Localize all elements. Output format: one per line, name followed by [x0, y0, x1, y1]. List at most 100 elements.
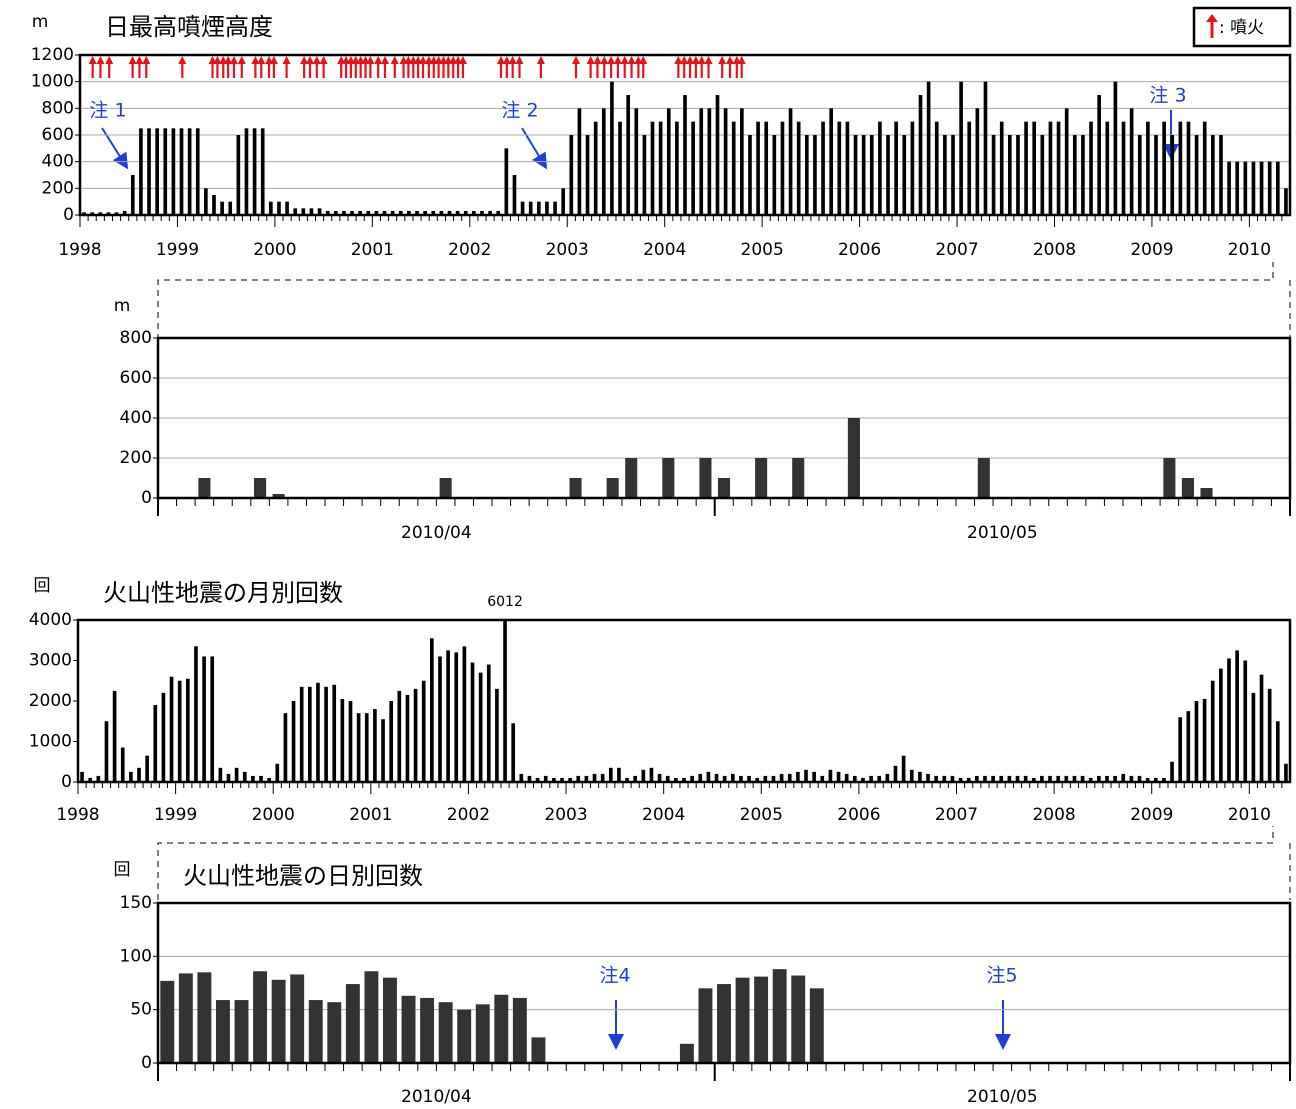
bar — [463, 211, 468, 215]
bar — [942, 775, 947, 782]
bar — [847, 418, 860, 498]
eruption-arrow — [374, 56, 383, 78]
bar — [1243, 161, 1248, 215]
y-tick-label: 200 — [42, 178, 74, 198]
bar — [398, 211, 403, 215]
y-tick-label: 0 — [141, 488, 152, 508]
eruption-head — [600, 56, 609, 64]
bar — [495, 688, 499, 782]
x-tick-label: 2001 — [349, 805, 392, 825]
bar — [1121, 121, 1126, 215]
bar — [1040, 775, 1044, 782]
bar — [390, 211, 395, 215]
eruption-head — [515, 56, 524, 64]
bar — [1267, 688, 1272, 782]
eruption-arrow — [312, 56, 321, 78]
bar — [1097, 775, 1101, 782]
note-arrow — [521, 127, 548, 170]
bar — [690, 775, 694, 782]
eruption-arrow — [269, 56, 278, 78]
eruption-head — [419, 56, 428, 64]
bar — [763, 775, 768, 782]
y-tick-label: 0 — [63, 205, 74, 225]
y-tick-label: 800 — [42, 98, 74, 118]
eruption-head — [674, 56, 683, 64]
bar — [358, 211, 362, 215]
bar — [625, 777, 629, 782]
bar — [147, 128, 151, 215]
bar — [967, 121, 972, 215]
bar — [569, 135, 574, 215]
bar — [112, 690, 117, 782]
bar — [1227, 161, 1231, 215]
eruption-arrow — [265, 56, 274, 78]
chart-title: 火山性地震の月別回数 — [103, 579, 343, 607]
bar — [717, 478, 731, 498]
bar — [430, 638, 434, 782]
x-tick-label: 1999 — [154, 805, 197, 825]
eruption-arrow — [251, 56, 260, 78]
legend-label: : 噴火 — [1219, 18, 1264, 38]
eruption-head — [704, 56, 713, 64]
eruption-head — [257, 56, 266, 64]
x-tick-label: 2010 — [1228, 240, 1271, 260]
bar — [195, 128, 200, 215]
eruption-arrow — [305, 56, 314, 78]
bar — [528, 201, 533, 215]
x-tick-label: 2004 — [642, 805, 685, 825]
bar — [545, 201, 549, 215]
bar — [1154, 135, 1158, 215]
eruption-arrow — [105, 56, 114, 78]
bar — [561, 188, 566, 215]
bar — [959, 81, 963, 215]
note-label: 注4 — [599, 965, 630, 987]
eruption-arrow — [627, 56, 636, 78]
eruption-arrow — [536, 56, 545, 78]
bar — [780, 121, 785, 215]
bar — [415, 211, 419, 215]
eruption-head — [572, 56, 581, 64]
note-label: 注5 — [986, 965, 1017, 987]
eruption-arrow — [404, 56, 413, 78]
bar — [407, 211, 411, 215]
bar — [792, 458, 805, 498]
bar — [520, 201, 525, 215]
y-tick-label: 150 — [120, 893, 152, 913]
eruption-head — [96, 56, 105, 64]
bar — [197, 972, 212, 1063]
bar — [934, 775, 938, 782]
eruption-arrow — [346, 56, 355, 78]
eruption-head — [639, 56, 648, 64]
bar — [1235, 161, 1240, 215]
bar — [1105, 121, 1110, 215]
bar — [381, 719, 385, 782]
bar — [299, 686, 304, 782]
bar — [585, 135, 590, 215]
chart-title: 日最高噴煙高度 — [105, 13, 273, 41]
bar — [1072, 135, 1077, 215]
bar — [178, 973, 193, 1063]
bar — [975, 108, 980, 215]
y-tick-label: 3000 — [29, 651, 72, 671]
bar — [714, 773, 719, 782]
x-tick-label: 2003 — [546, 240, 589, 260]
x-tick-label: 2000 — [252, 805, 295, 825]
bar — [999, 775, 1004, 782]
bar — [1088, 777, 1093, 782]
y-tick-label: 0 — [61, 772, 72, 792]
bar — [348, 701, 353, 782]
bar — [82, 212, 86, 215]
y-tick-label: 100 — [120, 946, 152, 966]
y-tick-label: 4000 — [29, 610, 72, 630]
bar — [634, 108, 639, 215]
eruption-head — [135, 56, 144, 64]
eruption-arrow — [229, 56, 238, 78]
bar — [252, 128, 257, 215]
x-tick-label: 2002 — [448, 240, 491, 260]
bar — [902, 135, 907, 215]
eruption-head — [105, 56, 114, 64]
bar — [340, 698, 345, 782]
eruption-arrow — [434, 56, 443, 78]
bar — [804, 769, 808, 782]
